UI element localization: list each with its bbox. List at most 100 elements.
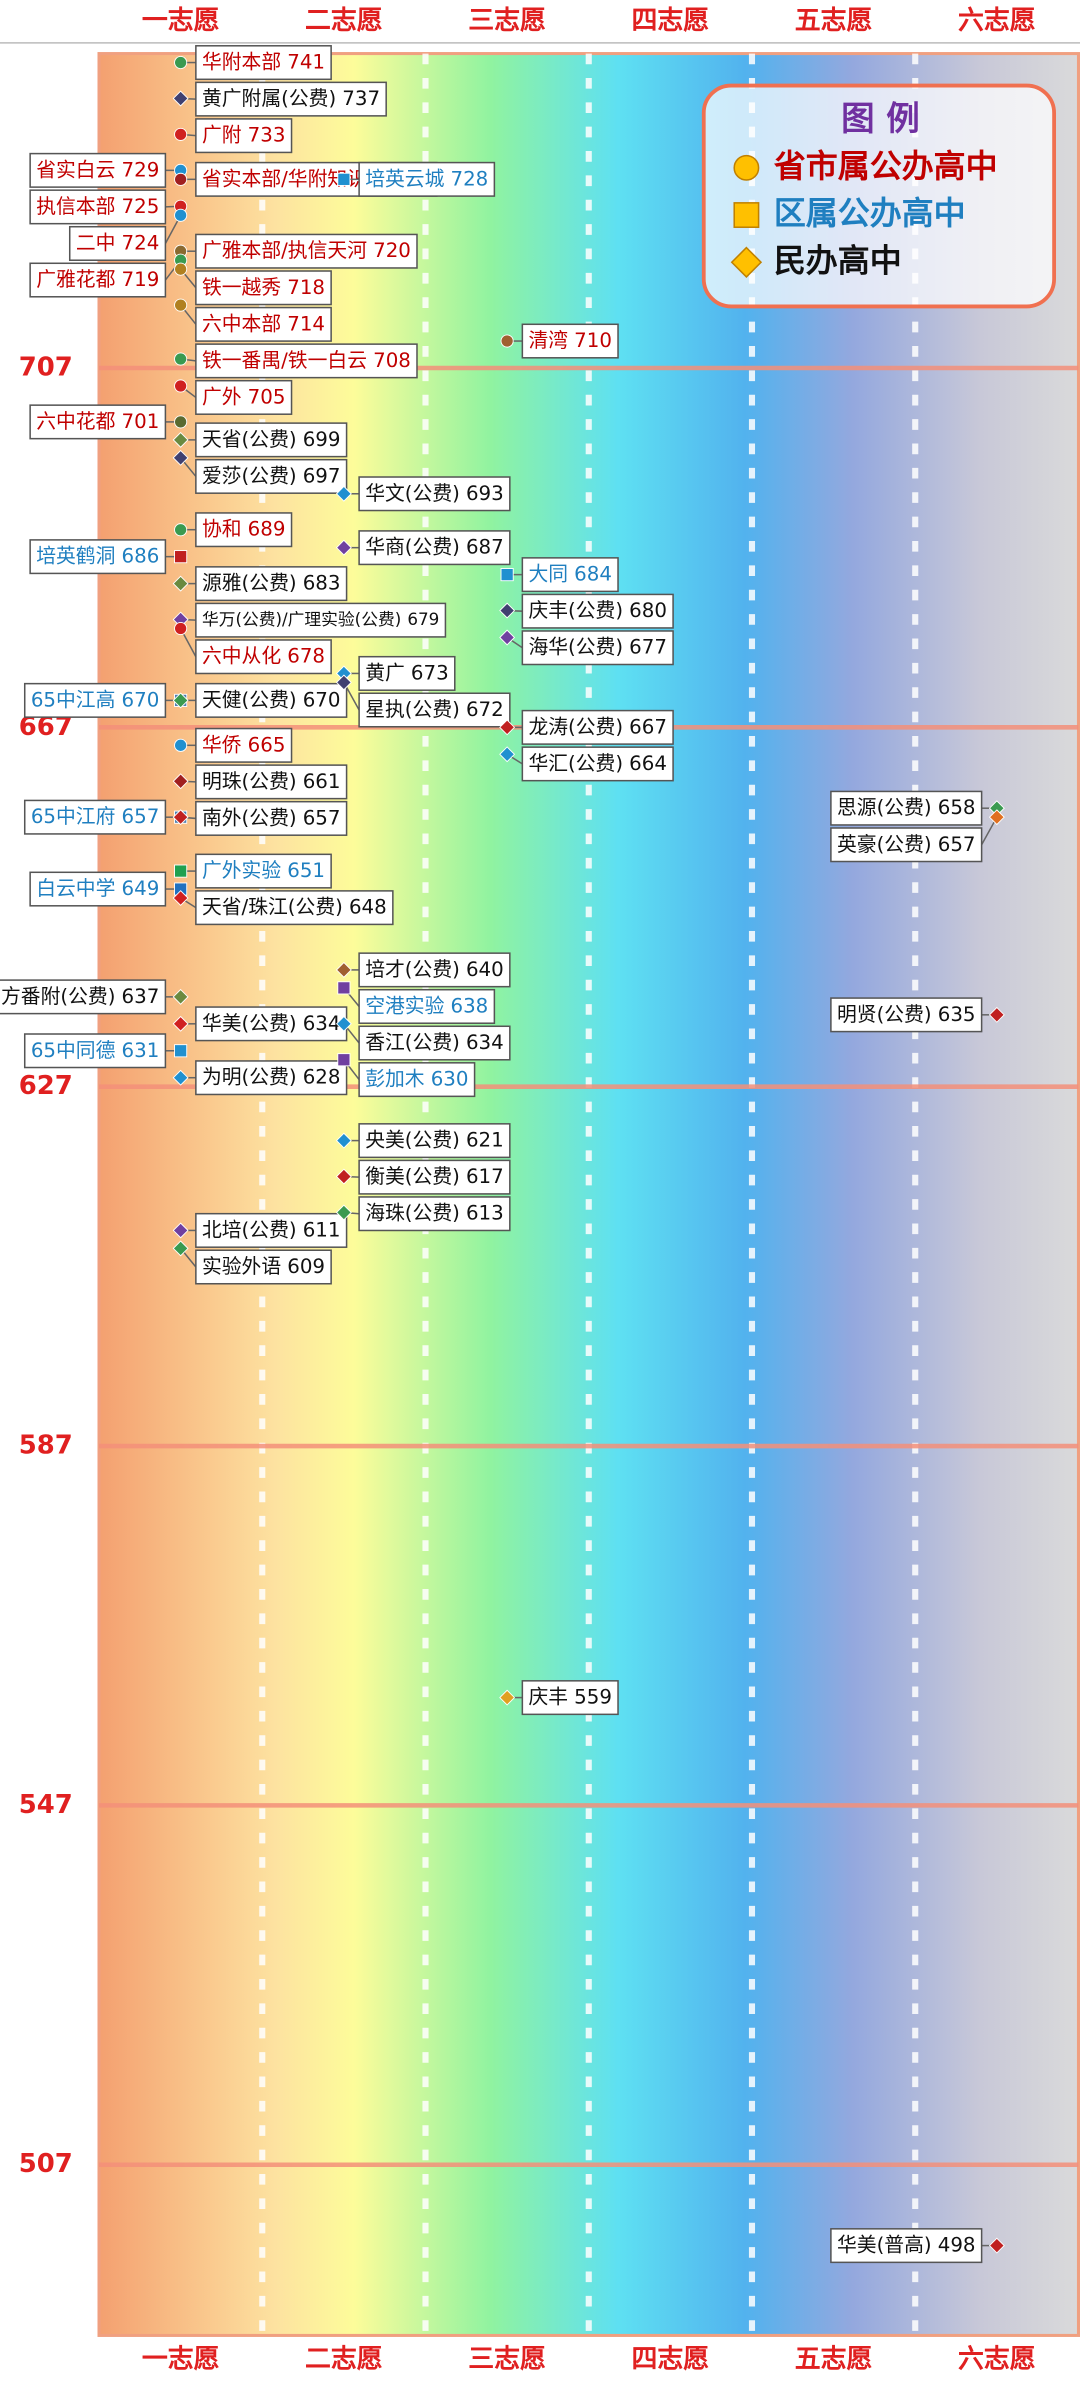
label-box xyxy=(195,682,348,718)
label-score: 708 xyxy=(373,348,411,371)
x-tick-label: 一志愿 xyxy=(142,2344,220,2374)
point-marker xyxy=(174,379,188,393)
label-text: 培英云城 728 xyxy=(365,167,488,190)
label-box xyxy=(195,764,348,800)
label-name: 铁一越秀 xyxy=(202,275,281,298)
label-box xyxy=(358,988,496,1024)
label-box xyxy=(830,997,983,1033)
label-name: 广雅本部/执信天河 xyxy=(202,239,367,262)
point-label: 香江(公费) 634 xyxy=(343,1023,511,1061)
label-score: 724 xyxy=(122,231,160,254)
point-marker xyxy=(172,988,189,1005)
label-name: 培英鹤洞 xyxy=(36,544,115,567)
point-marker xyxy=(337,981,351,995)
label-name: 培英云城 xyxy=(365,167,444,190)
label-text: 华文(公费) 693 xyxy=(365,481,504,504)
point-label: 海华(公费) 677 xyxy=(506,630,674,666)
label-name: 思源(公费) xyxy=(837,796,932,819)
y-tick-label: 547 xyxy=(19,1790,73,1820)
label-box xyxy=(358,1062,476,1098)
label-text: 华商(公费) 687 xyxy=(365,535,504,558)
label-score: 657 xyxy=(303,806,341,829)
label-text: 英豪(公费) 657 xyxy=(837,832,976,855)
point-marker xyxy=(335,1132,352,1149)
label-text: 六中本部 714 xyxy=(202,312,325,335)
label-box xyxy=(29,539,167,575)
label-box xyxy=(521,746,674,782)
label-name: 65中江府 xyxy=(31,805,116,828)
label-box xyxy=(23,1033,167,1069)
point-marker xyxy=(335,1168,352,1185)
point-label: 源雅(公费) 683 xyxy=(180,566,348,602)
label-name: 实验外语 xyxy=(202,1254,281,1277)
label-name: 海珠(公费) xyxy=(365,1201,460,1224)
point-label: 海珠(公费) 613 xyxy=(343,1196,511,1232)
label-text: 空港实验 638 xyxy=(365,994,488,1017)
point-marker xyxy=(499,1689,516,1706)
label-box xyxy=(23,799,167,835)
label-name: 天省/珠江(公费) xyxy=(202,895,343,918)
label-name: 华商(公费) xyxy=(365,535,460,558)
label-box xyxy=(29,871,167,907)
point-marker xyxy=(172,431,189,448)
label-text: 65中同德 631 xyxy=(31,1038,159,1061)
point-marker xyxy=(337,1053,351,1067)
point-label: 培英云城 728 xyxy=(343,161,496,197)
label-score: 661 xyxy=(303,769,341,792)
point-marker xyxy=(335,674,352,691)
label-score: 664 xyxy=(629,751,667,774)
label-score: 680 xyxy=(629,599,667,622)
point-label: 南外(公费) 657 xyxy=(180,800,348,836)
label-score: 667 xyxy=(629,715,667,738)
point-marker xyxy=(335,1204,352,1221)
label-score: 634 xyxy=(303,1011,341,1034)
label-text: 香江(公费) 634 xyxy=(365,1031,504,1054)
label-name: 星执(公费) xyxy=(365,698,460,721)
point-label: 培英鹤洞 686 xyxy=(29,539,181,575)
label-name: 华汇(公费) xyxy=(528,751,623,774)
label-text: 星执(公费) 672 xyxy=(365,698,504,721)
label-text: 省实白云 729 xyxy=(36,158,159,181)
label-box xyxy=(521,593,674,629)
label-score: 665 xyxy=(248,733,286,756)
point-label: 65中江高 670 xyxy=(23,682,181,718)
label-text: 衡美(公费) 617 xyxy=(365,1165,504,1188)
label-box xyxy=(195,800,348,836)
point-label: 华万(公费)/广理实验(公费) 679 xyxy=(180,602,447,638)
label-text: 庆丰(公费) 680 xyxy=(528,599,667,622)
label-score: 621 xyxy=(466,1128,504,1151)
label-text: 华汇(公费) 664 xyxy=(528,751,667,774)
label-score: 630 xyxy=(431,1067,469,1090)
label-text: 华附本部 741 xyxy=(202,50,325,73)
point-marker xyxy=(172,809,189,826)
point-marker xyxy=(174,352,188,366)
point-label: 为明(公费) 628 xyxy=(180,1060,348,1096)
point-label: 铁一番禺/铁一白云 708 xyxy=(180,343,418,379)
label-text: 海华(公费) 677 xyxy=(528,635,667,658)
point-label: 清湾 710 xyxy=(507,323,619,359)
point-label: 华文(公费) 693 xyxy=(343,476,511,512)
label-score: 657 xyxy=(938,832,976,855)
label-box xyxy=(195,306,332,342)
point-marker xyxy=(174,1044,188,1058)
label-box xyxy=(521,1680,619,1716)
point-marker xyxy=(988,2237,1005,2254)
label-name: 铁一番禺/铁一白云 xyxy=(202,348,367,371)
point-label: 执信本部 725 xyxy=(29,189,181,225)
label-name: 华美(公费) xyxy=(202,1011,297,1034)
label-name: 协和 xyxy=(202,517,242,540)
label-box xyxy=(195,602,447,638)
label-text: 明贤(公费) 635 xyxy=(837,1002,976,1025)
x-tick-label: 四志愿 xyxy=(632,6,710,36)
label-text: 白云中学 649 xyxy=(36,877,159,900)
label-text: 龙涛(公费) 667 xyxy=(528,715,667,738)
point-label: 黄广 673 xyxy=(343,655,456,691)
label-name: 黄广 xyxy=(365,661,405,684)
label-score: 657 xyxy=(122,805,160,828)
y-tick-label: 507 xyxy=(19,2149,73,2179)
x-tick-label: 五志愿 xyxy=(795,6,873,36)
point-marker xyxy=(988,1006,1005,1023)
point-label: 二中 724 xyxy=(68,214,182,261)
point-marker xyxy=(172,890,189,906)
label-text: 广雅本部/执信天河 720 xyxy=(202,239,411,262)
